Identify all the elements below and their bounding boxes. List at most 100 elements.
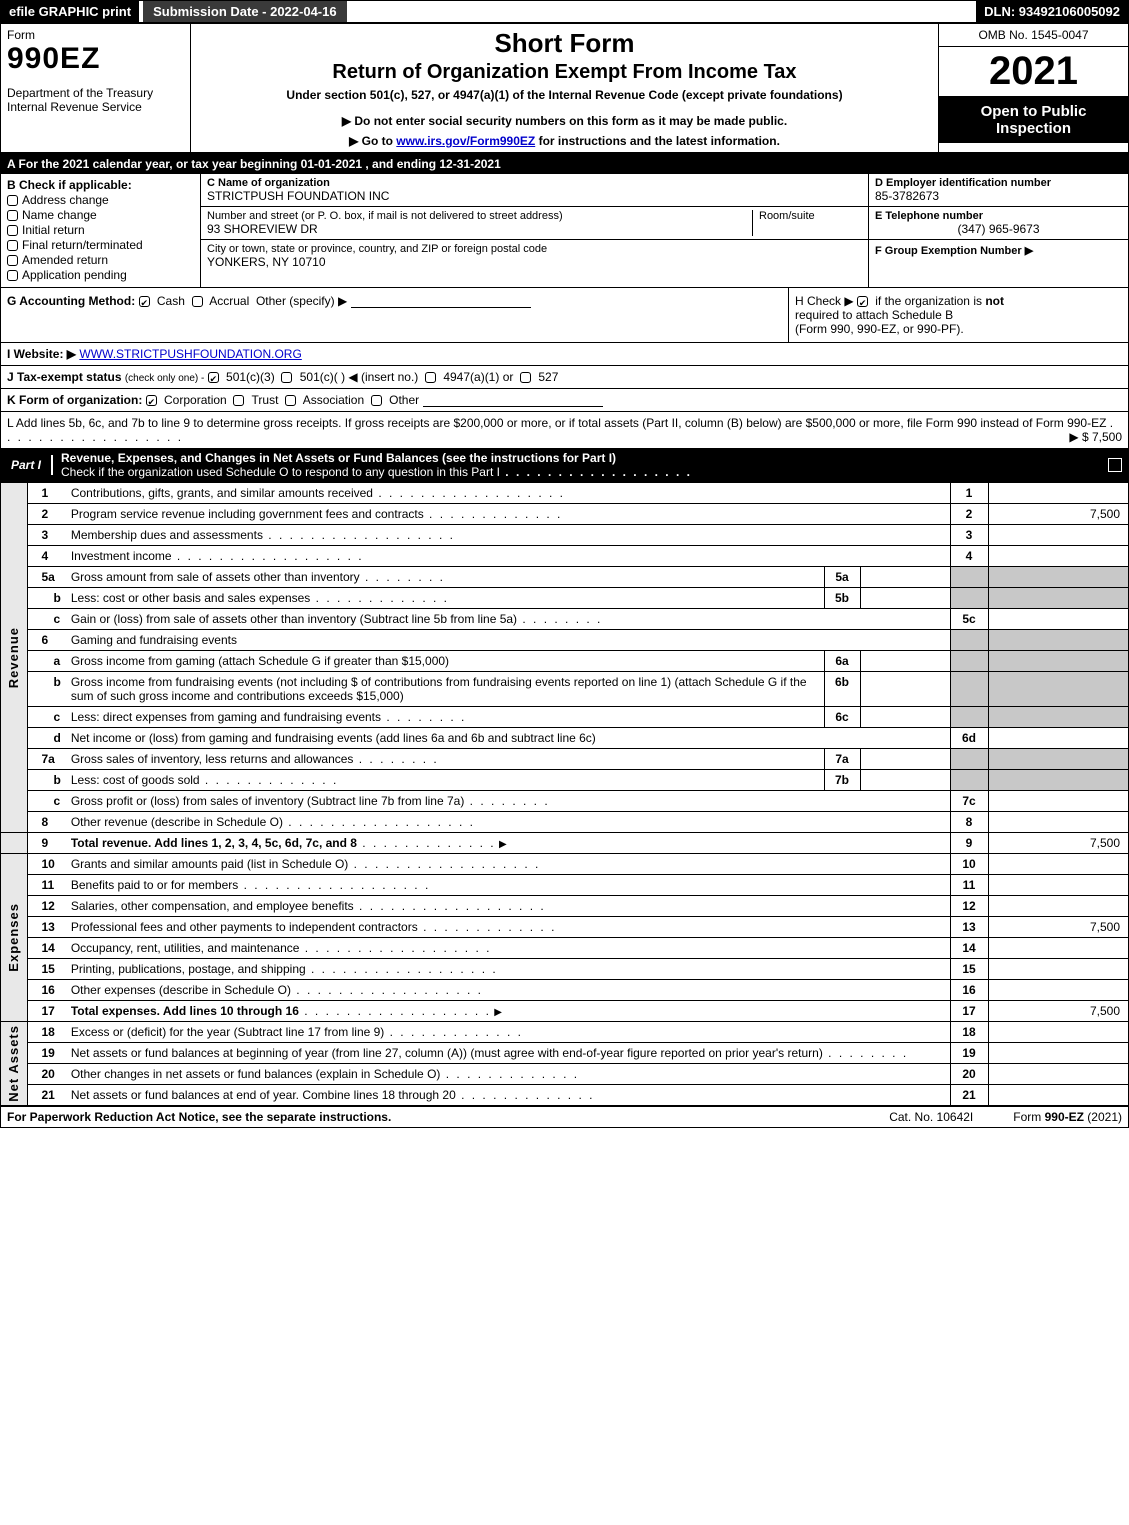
grey-cell <box>950 672 988 707</box>
line-desc: Program service revenue including govern… <box>66 504 950 525</box>
line-desc: Membership dues and assessments <box>66 525 950 546</box>
line-num: b <box>27 588 66 609</box>
checkbox-icon[interactable] <box>281 372 292 383</box>
line-num: 9 <box>27 833 66 854</box>
table-row: 8 Other revenue (describe in Schedule O)… <box>1 812 1128 833</box>
f-label: F Group Exemption Number ▶ <box>875 245 1033 257</box>
desc-text: Professional fees and other payments to … <box>71 920 418 934</box>
line-desc: Net assets or fund balances at beginning… <box>66 1043 950 1064</box>
dots-icon <box>440 1067 579 1081</box>
city-state-zip: YONKERS, NY 10710 <box>207 255 862 269</box>
minibox-value <box>860 588 950 609</box>
line-num: d <box>27 728 66 749</box>
checkbox-icon[interactable] <box>146 395 157 406</box>
minibox-value <box>860 567 950 588</box>
line-value <box>988 875 1128 896</box>
col-d-e-f: D Employer identification number 85-3782… <box>868 174 1128 287</box>
desc-text: Less: direct expenses from gaming and fu… <box>71 710 381 724</box>
line-boxnum: 1 <box>950 483 988 504</box>
minibox-label: 7b <box>824 770 860 791</box>
desc-text: Other expenses (describe in Schedule O) <box>71 983 291 997</box>
row-k-org-form: K Form of organization: Corporation Trus… <box>1 388 1128 411</box>
checkbox-icon[interactable] <box>233 395 244 406</box>
line-num: 17 <box>27 1001 66 1022</box>
desc-text: Total revenue. Add lines 1, 2, 3, 4, 5c,… <box>71 836 357 850</box>
check-name-change[interactable]: Name change <box>7 208 194 222</box>
row-j-tax-exempt: J Tax-exempt status (check only one) - 5… <box>1 365 1128 388</box>
footer-paperwork: For Paperwork Reduction Act Notice, see … <box>7 1110 391 1124</box>
table-row: 19 Net assets or fund balances at beginn… <box>1 1043 1128 1064</box>
line-value <box>988 1064 1128 1085</box>
check-initial-return[interactable]: Initial return <box>7 223 194 237</box>
header-right: OMB No. 1545-0047 2021 Open to Public In… <box>938 24 1128 152</box>
room-suite-label: Room/suite <box>752 210 862 236</box>
line-boxnum: 14 <box>950 938 988 959</box>
check-final-return[interactable]: Final return/terminated <box>7 238 194 252</box>
line-value <box>988 1043 1128 1064</box>
line-boxnum: 7c <box>950 791 988 812</box>
line-desc: Other changes in net assets or fund bala… <box>66 1064 950 1085</box>
section-b: B Check if applicable: Address change Na… <box>1 174 1128 287</box>
line-desc: Contributions, gifts, grants, and simila… <box>66 483 950 504</box>
dots-icon <box>357 836 496 850</box>
dots-icon <box>263 528 455 542</box>
line-desc: Professional fees and other payments to … <box>66 917 950 938</box>
desc-text: Gross profit or (loss) from sales of inv… <box>71 794 464 808</box>
desc-text: Net assets or fund balances at end of ye… <box>71 1088 456 1102</box>
check-address-change[interactable]: Address change <box>7 193 194 207</box>
footer-right-pre: Form <box>1013 1110 1044 1124</box>
table-row: 17 Total expenses. Add lines 10 through … <box>1 1001 1128 1022</box>
tax-year: 2021 <box>939 47 1128 97</box>
checkbox-icon[interactable] <box>192 296 203 307</box>
checkbox-icon[interactable] <box>425 372 436 383</box>
open-inspection: Open to Public Inspection <box>939 97 1128 143</box>
check-label: Initial return <box>22 223 85 237</box>
row-g-h: G Accounting Method: Cash Accrual Other … <box>1 287 1128 342</box>
b-label: B Check if applicable: <box>7 178 194 192</box>
note-goto: ▶ Go to www.irs.gov/Form990EZ for instru… <box>199 134 930 148</box>
website-link[interactable]: WWW.STRICTPUSHFOUNDATION.ORG <box>79 347 301 361</box>
minibox-label: 6c <box>824 707 860 728</box>
checkbox-icon[interactable] <box>520 372 531 383</box>
line-value: 7,500 <box>988 833 1128 854</box>
other-org-field[interactable] <box>423 393 603 407</box>
line-num: 6 <box>27 630 66 651</box>
other-field[interactable] <box>351 294 531 308</box>
desc-text: Less: cost of goods sold <box>71 773 200 787</box>
grey-cell <box>988 749 1128 770</box>
desc-text: Gain or (loss) from sale of assets other… <box>71 612 517 626</box>
grey-cell <box>950 707 988 728</box>
dots-icon <box>500 465 692 479</box>
i-label: I Website: ▶ <box>7 347 76 361</box>
line-num: 16 <box>27 980 66 1001</box>
checkbox-icon[interactable] <box>208 372 219 383</box>
desc-text: Membership dues and assessments <box>71 528 263 542</box>
part-subtitle: Check if the organization used Schedule … <box>61 465 500 479</box>
line-desc: Gross income from gaming (attach Schedul… <box>66 651 824 672</box>
grey-cell <box>950 567 988 588</box>
part-title-text: Revenue, Expenses, and Changes in Net As… <box>61 451 616 465</box>
check-application-pending[interactable]: Application pending <box>7 268 194 282</box>
omb-number: OMB No. 1545-0047 <box>939 24 1128 47</box>
irs-link[interactable]: www.irs.gov/Form990EZ <box>396 134 535 148</box>
line-boxnum: 17 <box>950 1001 988 1022</box>
minibox-value <box>860 707 950 728</box>
grey-cell <box>988 672 1128 707</box>
line-boxnum: 21 <box>950 1085 988 1106</box>
dots-icon <box>464 794 549 808</box>
desc-text: Other revenue (describe in Schedule O) <box>71 815 283 829</box>
part-checkbox[interactable] <box>1108 458 1122 472</box>
line-boxnum: 18 <box>950 1022 988 1043</box>
line-boxnum: 2 <box>950 504 988 525</box>
line-value <box>988 854 1128 875</box>
checkbox-icon[interactable] <box>285 395 296 406</box>
line-desc: Less: cost or other basis and sales expe… <box>66 588 824 609</box>
line-num: 15 <box>27 959 66 980</box>
dots-icon <box>354 899 546 913</box>
check-amended-return[interactable]: Amended return <box>7 253 194 267</box>
dots-icon <box>384 1025 523 1039</box>
checkbox-icon[interactable] <box>371 395 382 406</box>
line-value <box>988 546 1128 567</box>
checkbox-icon[interactable] <box>139 296 150 307</box>
checkbox-icon[interactable] <box>857 296 868 307</box>
